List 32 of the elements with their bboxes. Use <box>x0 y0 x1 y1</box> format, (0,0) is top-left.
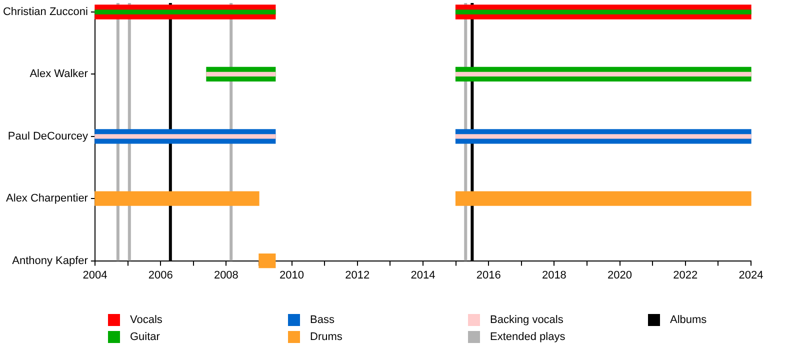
legend-label: Guitar <box>130 330 160 342</box>
bar <box>455 10 752 14</box>
x-tick-label: 2020 <box>608 269 632 282</box>
x-tick-label: 2016 <box>476 269 501 282</box>
bar <box>258 253 276 268</box>
y-tick-label: Paul DeCourcey <box>8 130 88 142</box>
x-tick-label: 2018 <box>542 269 566 282</box>
x-tick-label: 2014 <box>410 269 436 282</box>
x-tick-label: 2004 <box>82 269 108 282</box>
legend-label: Backing vocals <box>490 314 564 326</box>
y-tick-label: Alex Charpentier <box>6 192 88 205</box>
bar <box>206 72 276 77</box>
legend-label: Drums <box>310 330 342 342</box>
x-tick-label: 2012 <box>345 269 370 282</box>
legend-label: Bass <box>310 314 334 326</box>
y-tick-label: Christian Zucconi <box>2 6 88 18</box>
x-tick-label: 2024 <box>738 269 764 282</box>
bar <box>455 134 752 139</box>
bar <box>455 72 752 77</box>
bar <box>94 10 276 14</box>
x-tick-label: 2008 <box>214 269 238 282</box>
legend-label: Extended plays <box>490 330 566 342</box>
y-tick-label: Anthony Kapfer <box>12 254 88 267</box>
bar <box>94 134 276 139</box>
x-tick-label: 2006 <box>148 269 173 282</box>
bar <box>455 191 752 206</box>
x-tick-label: 2010 <box>280 269 304 282</box>
legend-label: Albums <box>670 314 707 326</box>
x-tick-label: 2022 <box>673 269 698 282</box>
bar <box>94 191 260 206</box>
y-tick-label: Alex Walker <box>30 68 88 80</box>
legend-label: Vocals <box>130 314 162 326</box>
